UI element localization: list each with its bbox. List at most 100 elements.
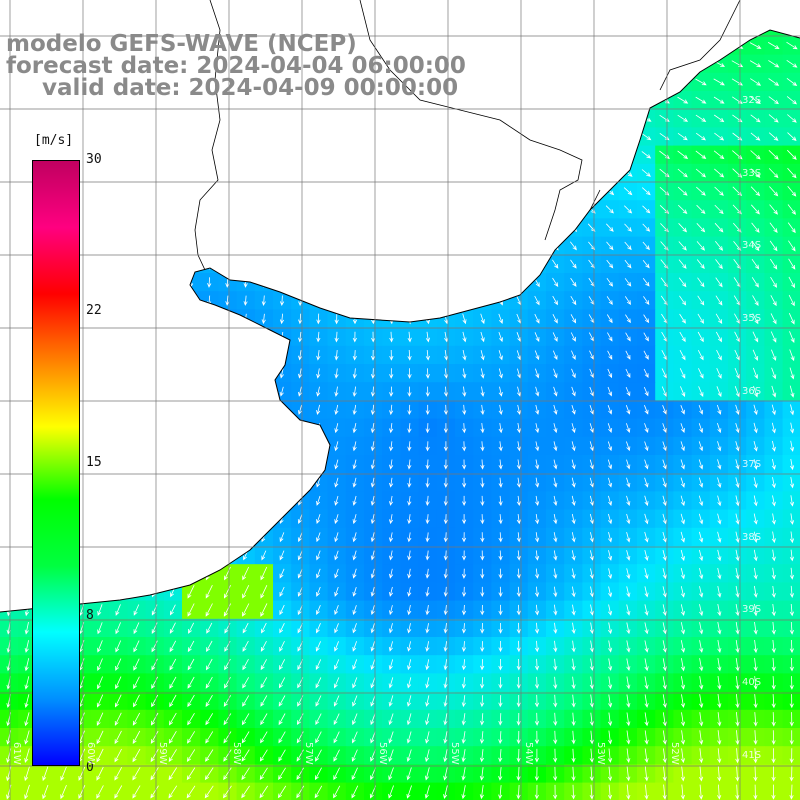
- field-cell: [254, 764, 274, 784]
- wind-arrow: [753, 404, 758, 416]
- field-cell: [782, 418, 800, 438]
- wind-arrow: [553, 748, 558, 763]
- field-cell: [163, 618, 183, 638]
- wind-arrow: [697, 295, 705, 306]
- wind-arrow: [624, 223, 632, 232]
- wind-arrow: [607, 622, 613, 635]
- wind-arrow: [316, 605, 321, 616]
- wind-arrow: [480, 386, 485, 397]
- field-cell: [782, 691, 800, 711]
- wind-arrow: [223, 731, 232, 744]
- wind-arrow: [206, 622, 213, 634]
- wind-arrow: [334, 586, 339, 597]
- wind-arrow: [589, 513, 594, 525]
- wind-arrow: [735, 730, 740, 745]
- wind-arrow: [589, 730, 594, 745]
- wind-arrow: [625, 332, 631, 342]
- wind-arrow: [571, 748, 576, 763]
- wind-arrow: [534, 332, 540, 342]
- wind-arrow: [169, 622, 176, 634]
- wind-arrow: [678, 241, 687, 251]
- wind-arrow: [96, 712, 104, 726]
- wind-arrow: [480, 441, 485, 452]
- field-cell: [163, 673, 183, 693]
- wind-arrow: [698, 495, 704, 507]
- wind-arrow: [534, 350, 540, 361]
- wind-arrow: [606, 259, 614, 269]
- wind-arrow: [626, 477, 631, 488]
- wind-arrow: [443, 695, 448, 708]
- wind-arrow: [388, 713, 394, 726]
- wind-arrow: [589, 368, 594, 379]
- wind-arrow: [370, 695, 376, 707]
- land-area-north: [0, 0, 800, 612]
- wind-arrow: [6, 784, 12, 800]
- wind-arrow: [425, 477, 430, 488]
- field-cell: [200, 582, 219, 602]
- wind-arrow: [789, 585, 794, 599]
- wind-arrow: [406, 713, 412, 726]
- wind-arrow: [204, 785, 214, 799]
- wind-arrow: [751, 258, 760, 270]
- lat-label: 37S: [742, 459, 762, 470]
- wind-arrow: [771, 367, 777, 380]
- wind-arrow: [553, 622, 558, 634]
- wind-arrow: [714, 222, 724, 233]
- wind-arrow: [753, 567, 758, 580]
- wind-arrow: [298, 350, 303, 361]
- wind-arrow: [315, 623, 321, 634]
- field-cell: [782, 163, 800, 183]
- wind-arrow: [644, 784, 649, 800]
- wind-arrow: [388, 749, 394, 762]
- wind-arrow: [717, 459, 722, 470]
- wind-arrow: [96, 694, 104, 708]
- wind-arrow: [443, 677, 448, 689]
- wind-arrow: [168, 767, 178, 781]
- wind-arrow: [626, 748, 631, 764]
- wind-arrow: [789, 495, 795, 507]
- wind-arrow: [644, 495, 649, 507]
- wind-arrow: [370, 514, 375, 525]
- wind-arrow: [352, 659, 358, 671]
- wind-arrow: [316, 586, 321, 597]
- wind-arrow: [734, 367, 740, 379]
- wind-arrow: [606, 223, 614, 232]
- wind-arrow: [334, 404, 339, 416]
- wind-arrow: [786, 41, 798, 50]
- field-cell: [163, 728, 183, 747]
- wind-arrow: [480, 713, 485, 726]
- wind-arrow: [389, 532, 394, 543]
- colorbar-tick-22: 22: [86, 303, 102, 318]
- wind-arrow: [425, 749, 430, 763]
- wind-arrow: [589, 658, 594, 671]
- wind-arrow: [443, 495, 448, 507]
- field-cell: [291, 709, 310, 729]
- wind-arrow: [407, 550, 412, 561]
- field-cell: [782, 291, 800, 310]
- wind-arrow: [735, 477, 740, 489]
- wind-arrow: [516, 350, 522, 361]
- wind-arrow: [480, 313, 485, 325]
- wind-arrow: [589, 766, 594, 782]
- wind-arrow: [735, 441, 740, 452]
- field-cell: [127, 673, 147, 693]
- field-cell: [782, 54, 800, 74]
- wind-arrow: [753, 422, 758, 434]
- wind-arrow: [425, 459, 430, 470]
- wind-arrow: [224, 566, 231, 581]
- wind-arrow: [443, 459, 448, 470]
- wind-arrow: [753, 694, 758, 709]
- wind-arrow: [443, 423, 448, 434]
- wind-arrow: [626, 586, 631, 598]
- wind-arrow: [768, 168, 779, 179]
- wind-arrow: [296, 767, 304, 780]
- wind-arrow: [279, 295, 285, 307]
- wind-arrow: [516, 586, 521, 598]
- wind-arrow: [242, 585, 250, 599]
- wind-arrow: [242, 677, 250, 689]
- wind-arrow: [735, 459, 740, 470]
- wind-arrow: [516, 514, 521, 525]
- wind-arrow: [626, 513, 631, 525]
- wind-arrow: [480, 550, 485, 561]
- wind-arrow: [569, 241, 577, 251]
